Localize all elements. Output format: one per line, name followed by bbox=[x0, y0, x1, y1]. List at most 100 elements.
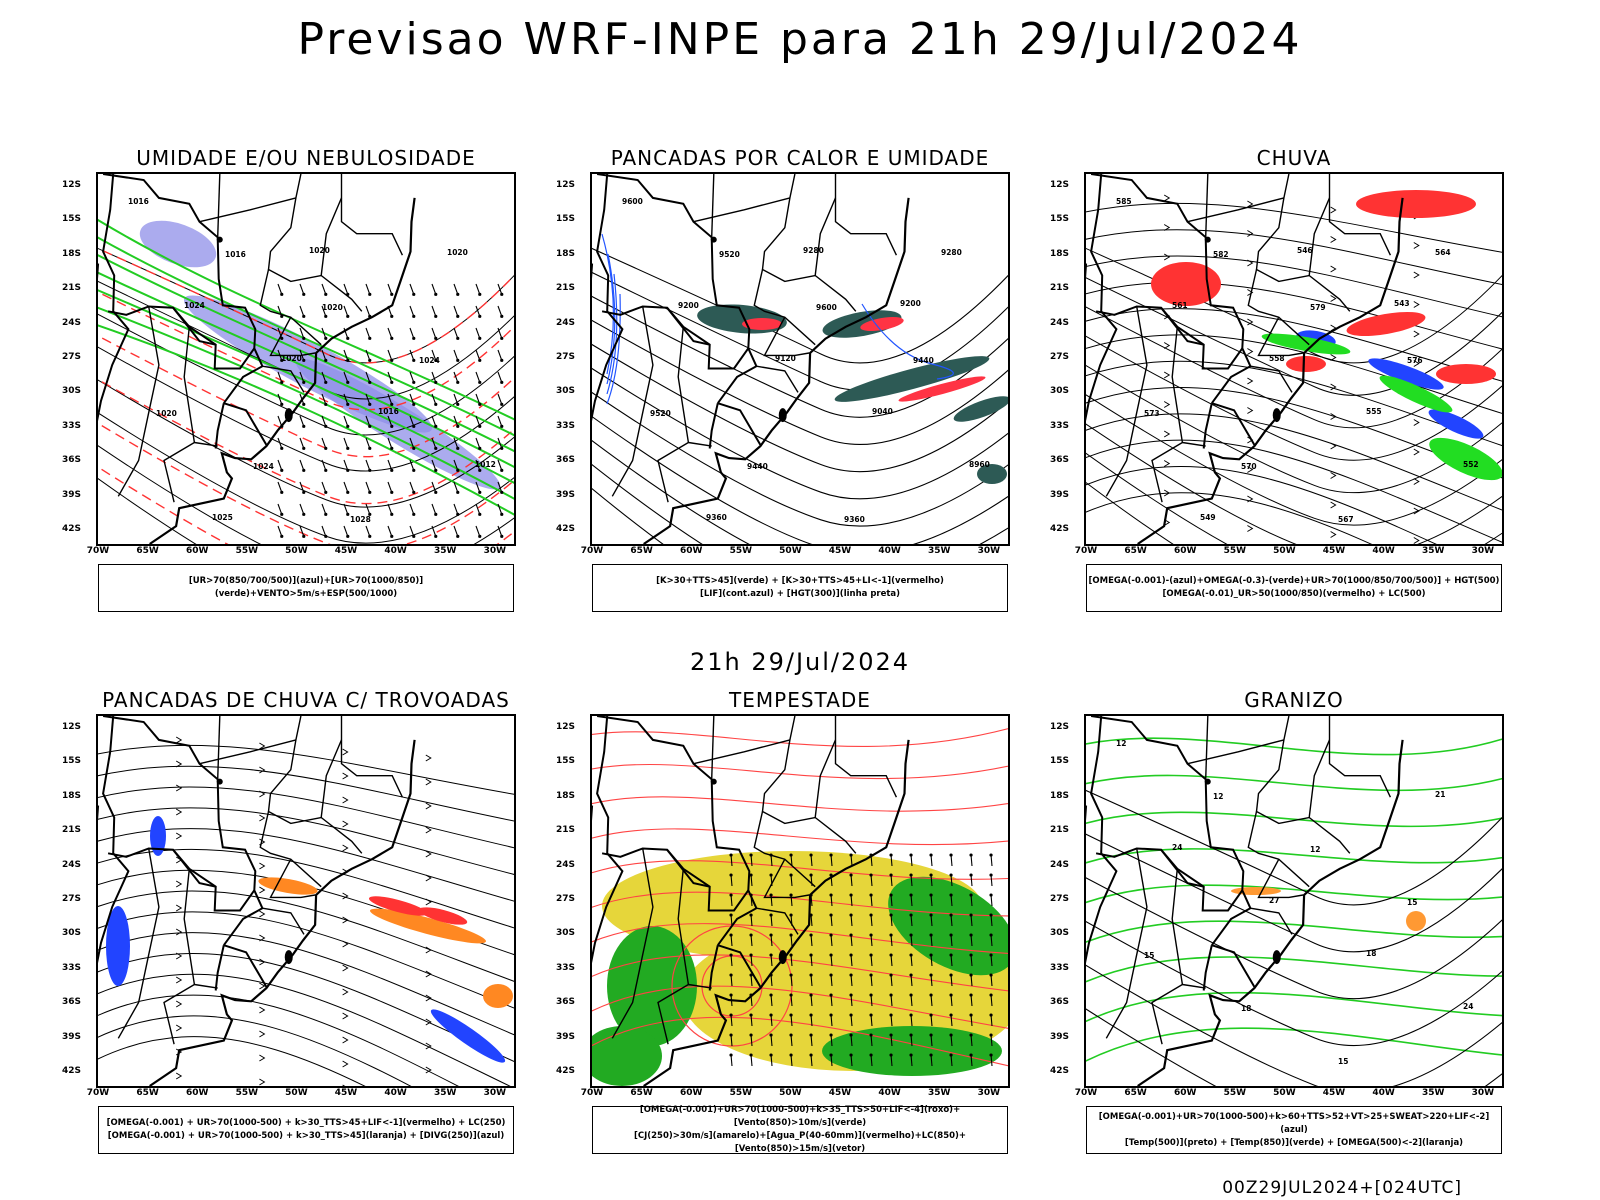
contour-label: 12 bbox=[1116, 739, 1126, 748]
lon-tick-label: 55W bbox=[235, 1088, 259, 1098]
contour-label: 9360 bbox=[706, 513, 727, 522]
map-canvas: 1016 1016 1020 1024 1020 1024 1028 1020 1024 1020… bbox=[98, 174, 514, 544]
lat-tick-label: 30S bbox=[1050, 386, 1070, 397]
lat-tick-label: 36S bbox=[62, 455, 82, 466]
lon-tick-label: 45W bbox=[1322, 546, 1346, 556]
lat-tick-label: 30S bbox=[62, 928, 82, 939]
lon-tick-label: 70W bbox=[1074, 1088, 1098, 1098]
lon-tick-label: 30W bbox=[977, 546, 1001, 556]
lat-tick-label: 15S bbox=[1050, 214, 1070, 225]
panel-title: UMIDADE E/OU NEBULOSIDADE bbox=[136, 146, 476, 170]
lat-tick-label: 18S bbox=[1050, 790, 1070, 801]
lat-tick-label: 24S bbox=[62, 317, 82, 328]
lon-tick-label: 45W bbox=[334, 546, 358, 556]
legend-line: [CJ(250)>30m/s](amarelo)+[Agua_P(40-60mm… bbox=[633, 1131, 967, 1154]
contour-label: 8960 bbox=[969, 460, 990, 469]
footer-run-label: 00Z29JUL2024+[024UTC] bbox=[1222, 1178, 1462, 1198]
lat-tick-label: 30S bbox=[556, 928, 576, 939]
contour-label: 9520 bbox=[650, 409, 671, 418]
lon-tick-label: 45W bbox=[334, 1088, 358, 1098]
legend-line: [UR>70(850/700/500)](azul)+[UR>70(1000/8… bbox=[188, 576, 424, 599]
lat-tick-label: 33S bbox=[556, 962, 576, 973]
contour-label: 12 bbox=[1310, 845, 1320, 854]
mid-time-label: 21h 29/Jul/2024 bbox=[689, 648, 911, 676]
lon-tick-label: 50W bbox=[285, 1088, 308, 1098]
contour-label: 9200 bbox=[900, 299, 921, 308]
contour-label: 576 bbox=[1407, 356, 1423, 365]
contour-label: 1016 bbox=[225, 250, 246, 259]
contour-label: 570 bbox=[1241, 462, 1257, 471]
lon-tick-label: 40W bbox=[1372, 1088, 1395, 1098]
lon-tick-label: 35W bbox=[927, 1088, 951, 1098]
lon-tick-label: 55W bbox=[729, 546, 753, 556]
contour-label: 549 bbox=[1200, 513, 1216, 522]
panel-granizo: GRANIZO 12 12 12 15 15 18 15 21 24 27 18 24 [OMEGA(… bbox=[1050, 688, 1504, 1154]
lon-tick-label: 35W bbox=[1421, 546, 1445, 556]
lat-tick-label: 24S bbox=[556, 317, 576, 328]
lat-tick-label: 33S bbox=[556, 420, 576, 431]
lat-tick-label: 21S bbox=[1050, 283, 1070, 294]
lat-tick-label: 24S bbox=[1050, 859, 1070, 870]
lat-tick-label: 33S bbox=[62, 962, 82, 973]
lon-tick-label: 70W bbox=[580, 546, 604, 556]
lon-tick-label: 55W bbox=[1223, 546, 1247, 556]
lat-tick-label: 36S bbox=[62, 997, 82, 1008]
lon-tick-label: 60W bbox=[1173, 1088, 1197, 1098]
lat-tick-label: 18S bbox=[62, 248, 82, 259]
lat-tick-label: 39S bbox=[62, 1031, 82, 1042]
lat-tick-label: 39S bbox=[1050, 489, 1070, 500]
lon-tick-label: 70W bbox=[86, 546, 110, 556]
map-umidade: 1016 1016 1020 1024 1020 1024 1028 1020 1024 1020… bbox=[96, 172, 516, 546]
lon-tick-label: 30W bbox=[977, 1088, 1001, 1098]
lon-tick-label: 60W bbox=[185, 1088, 209, 1098]
map-canvas: 9600 9520 9600 9440 9520 9440 9360 9280 9200 9120… bbox=[592, 174, 1008, 544]
contour-label: 567 bbox=[1338, 515, 1354, 524]
legend-line: [OMEGA(-0.001) + UR>70(1000-500) + k>30_… bbox=[107, 1131, 505, 1141]
lat-tick-label: 42S bbox=[556, 1066, 576, 1076]
lon-tick-label: 65W bbox=[1124, 546, 1147, 556]
contour-label: 1016 bbox=[378, 407, 399, 416]
lon-tick-label: 60W bbox=[185, 546, 209, 556]
lat-tick-label: 21S bbox=[556, 825, 576, 836]
lat-tick-label: 18S bbox=[1050, 248, 1070, 259]
lon-tick-label: 55W bbox=[1223, 1088, 1247, 1098]
contour-label: 546 bbox=[1297, 246, 1313, 255]
legend-line: [Temp(500)](preto) + [Temp(850)](verde) … bbox=[1124, 1137, 1464, 1148]
lat-tick-label: 27S bbox=[556, 352, 576, 362]
lat-tick-label: 15S bbox=[62, 214, 82, 225]
contour-label: 9440 bbox=[747, 462, 768, 471]
contour-label: 573 bbox=[1144, 409, 1160, 418]
contour-label: 21 bbox=[1435, 790, 1445, 799]
map-canvas bbox=[592, 716, 1008, 1086]
lon-tick-label: 40W bbox=[384, 1088, 407, 1098]
lat-tick-label: 42S bbox=[62, 1066, 82, 1076]
lat-tick-label: 12S bbox=[62, 722, 82, 732]
contour-label: 9440 bbox=[913, 356, 934, 365]
contour-label: 9040 bbox=[872, 407, 893, 416]
lat-tick-label: 42S bbox=[556, 524, 576, 534]
lat-tick-label: 24S bbox=[62, 859, 82, 870]
panel-title: PANCADAS POR CALOR E UMIDADE bbox=[610, 146, 990, 170]
contour-label: 9600 bbox=[622, 197, 643, 206]
lat-tick-label: 12S bbox=[1050, 180, 1070, 190]
contour-label: 18 bbox=[1241, 1004, 1251, 1013]
contour-label: 1012 bbox=[475, 460, 496, 469]
panel-title: TEMPESTADE bbox=[729, 688, 871, 712]
panel-legend: [K>30+TTS>45](verde) + [K>30+TTS>45+LI<-… bbox=[592, 564, 1008, 612]
legend-line: [K>30+TTS>45](verde) + [K>30+TTS>45+LI<-… bbox=[656, 576, 944, 586]
contour-label: 1020 bbox=[447, 248, 468, 257]
panel-umidade: UMIDADE E/OU NEBULOSIDADE 1016 1016 1020 10… bbox=[62, 146, 516, 612]
panel-legend: [OMEGA(-0.001)+UR>70(1000-500)+k>60+TTS>… bbox=[1086, 1106, 1502, 1154]
contour-label: 582 bbox=[1213, 250, 1229, 259]
lat-tick-label: 15S bbox=[556, 214, 576, 225]
lon-tick-label: 55W bbox=[235, 546, 259, 556]
lat-tick-label: 12S bbox=[1050, 722, 1070, 732]
contour-label: 15 bbox=[1144, 951, 1154, 960]
lat-tick-label: 27S bbox=[1050, 894, 1070, 904]
contour-label: 561 bbox=[1172, 301, 1188, 310]
contour-label: 18 bbox=[1366, 949, 1376, 958]
lon-tick-label: 45W bbox=[828, 1088, 852, 1098]
contour-label: 1024 bbox=[419, 356, 440, 365]
legend-line: [OMEGA(-0.001)-(azul)+OMEGA(-0.3)-(verde… bbox=[1088, 576, 1500, 586]
contour-label: 24 bbox=[1172, 843, 1182, 852]
